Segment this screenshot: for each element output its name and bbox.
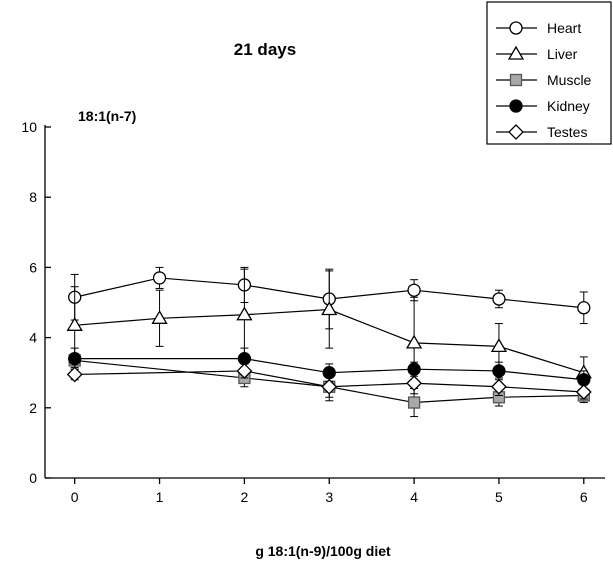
series-layer — [66, 266, 592, 418]
series-liver — [66, 268, 592, 389]
data-point-liver — [321, 301, 338, 316]
y-tick-label: 4 — [29, 330, 37, 346]
y-tick-label: 10 — [21, 119, 37, 135]
data-point-muscle — [407, 396, 421, 409]
data-point-testes — [406, 375, 423, 392]
data-point-testes — [236, 363, 253, 379]
data-point-liver — [405, 334, 423, 349]
data-point-kidney — [68, 352, 82, 366]
legend-marker-heart — [509, 21, 523, 35]
legend-label-heart: Heart — [547, 20, 581, 36]
y-tick-label: 8 — [29, 189, 37, 205]
data-point-kidney — [577, 373, 591, 387]
data-point-liver — [151, 310, 168, 324]
y-tick-label: 2 — [29, 400, 37, 416]
legend: Heart Liver Muscle Kidney Testes — [486, 1, 612, 145]
legend-box — [486, 1, 612, 145]
x-tick-label: 4 — [410, 489, 418, 505]
series-line-kidney — [74, 358, 584, 381]
series-line-testes — [74, 370, 584, 393]
panel-label: 18:1(n-7) — [78, 108, 136, 124]
data-point-testes — [66, 366, 83, 383]
x-tick-label: 1 — [156, 489, 164, 505]
legend-label-muscle: Muscle — [547, 72, 592, 88]
x-tick-label: 5 — [495, 489, 503, 505]
series-testes — [66, 363, 592, 400]
data-point-kidney — [237, 352, 252, 366]
data-point-liver — [66, 317, 83, 331]
axes: 0 2 4 6 8 10 0 1 2 3 4 5 6 — [21, 119, 605, 505]
data-point-heart — [407, 283, 421, 297]
data-point-testes — [491, 378, 507, 395]
y-tick-label: 0 — [29, 470, 37, 486]
y-tick-label: 6 — [29, 259, 37, 275]
legend-marker-kidney — [509, 99, 523, 113]
chart-title: 21 days — [234, 40, 296, 59]
x-tick-label: 0 — [71, 489, 79, 505]
data-point-heart — [492, 292, 506, 306]
data-point-liver — [490, 338, 508, 353]
legend-marker-testes — [508, 124, 524, 140]
series-line-muscle — [74, 359, 584, 404]
data-point-liver — [236, 306, 253, 321]
x-tick-label: 6 — [580, 489, 588, 505]
x-axis-label: g 18:1(n-9)/100g diet — [255, 543, 391, 559]
x-tick-label: 2 — [240, 489, 248, 505]
legend-label-kidney: Kidney — [547, 98, 590, 114]
legend-label-liver: Liver — [547, 46, 578, 62]
legend-marker-liver — [507, 45, 525, 60]
data-point-heart — [577, 301, 591, 315]
legend-marker-muscle — [509, 73, 523, 87]
data-point-kidney — [492, 364, 506, 378]
data-point-testes — [321, 378, 338, 395]
series-kidney — [68, 347, 591, 389]
data-point-heart — [152, 271, 167, 285]
x-tick-label: 3 — [325, 489, 333, 505]
data-point-testes — [575, 384, 592, 400]
legend-label-testes: Testes — [547, 124, 587, 140]
